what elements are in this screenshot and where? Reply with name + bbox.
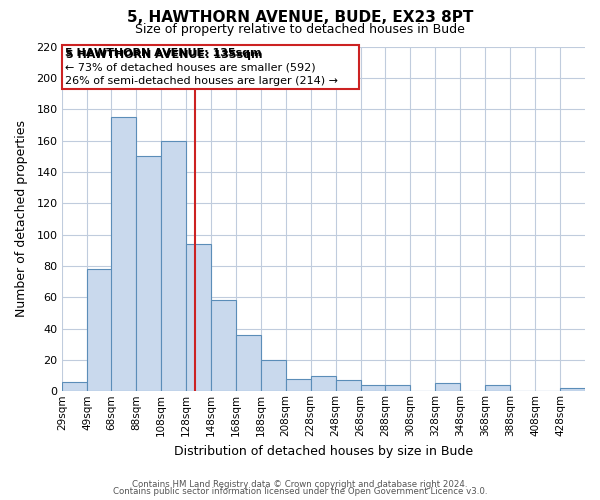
- Bar: [136, 156, 161, 392]
- Bar: [161, 140, 186, 392]
- Bar: [286, 378, 311, 392]
- Bar: [436, 384, 460, 392]
- Bar: [88, 269, 112, 392]
- X-axis label: Distribution of detached houses by size in Bude: Distribution of detached houses by size …: [174, 444, 473, 458]
- Bar: [62, 382, 88, 392]
- Bar: [211, 300, 236, 392]
- Text: Size of property relative to detached houses in Bude: Size of property relative to detached ho…: [135, 22, 465, 36]
- Y-axis label: Number of detached properties: Number of detached properties: [15, 120, 28, 318]
- Bar: [111, 117, 136, 392]
- Text: 5 HAWTHORN AVENUE: 135sqm: 5 HAWTHORN AVENUE: 135sqm: [65, 48, 262, 58]
- Bar: [361, 385, 385, 392]
- Text: ← 73% of detached houses are smaller (592): ← 73% of detached houses are smaller (59…: [65, 62, 316, 72]
- Text: Contains public sector information licensed under the Open Government Licence v3: Contains public sector information licen…: [113, 487, 487, 496]
- Text: 5 HAWTHORN AVENUE: 135sqm: 5 HAWTHORN AVENUE: 135sqm: [66, 50, 263, 59]
- Bar: [261, 360, 286, 392]
- Bar: [560, 388, 585, 392]
- Text: Contains HM Land Registry data © Crown copyright and database right 2024.: Contains HM Land Registry data © Crown c…: [132, 480, 468, 489]
- Bar: [311, 376, 335, 392]
- Bar: [335, 380, 361, 392]
- Bar: [385, 385, 410, 392]
- Bar: [485, 385, 510, 392]
- Text: 5, HAWTHORN AVENUE, BUDE, EX23 8PT: 5, HAWTHORN AVENUE, BUDE, EX23 8PT: [127, 10, 473, 25]
- Bar: [236, 335, 261, 392]
- Bar: [186, 244, 211, 392]
- Bar: [62, 45, 359, 89]
- Text: 26% of semi-detached houses are larger (214) →: 26% of semi-detached houses are larger (…: [65, 76, 338, 86]
